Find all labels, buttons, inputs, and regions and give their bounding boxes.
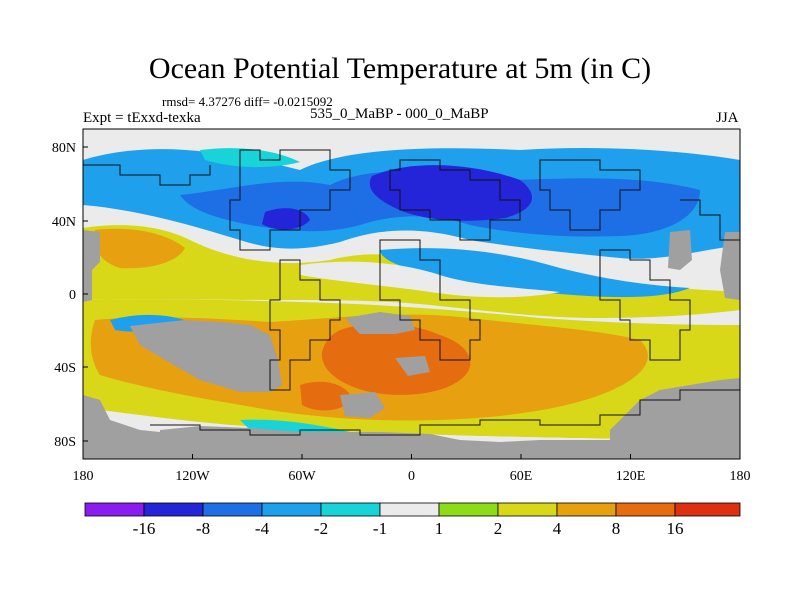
anomaly-region-minus-8-spot <box>262 208 310 230</box>
y-tick-label-3: 0 <box>69 288 76 303</box>
coastline-north-arc <box>83 164 211 186</box>
axis-tick-marks <box>82 146 741 459</box>
anomaly-region-plus-4-westpac <box>94 228 185 269</box>
colorbar-box-9 <box>556 502 617 517</box>
season-label: JJA <box>716 110 739 126</box>
colorbar-label-5: -1 <box>373 519 387 538</box>
colorbar-label-4: -2 <box>314 519 328 538</box>
period-label: 535_0_MaBP - 000_0_MaBP <box>310 106 489 122</box>
anomaly-region-minus-1-arctic <box>200 148 300 168</box>
colorbar-label-1: -16 <box>133 519 156 538</box>
coastline-gondwana-central <box>379 239 481 361</box>
colorbar-label-9: 8 <box>612 519 621 538</box>
colorbar-box-1 <box>84 502 145 517</box>
x-tick-label-6: 120E <box>616 469 646 484</box>
coastline-laurentia <box>229 149 351 251</box>
anomaly-region-neutral-arctic <box>83 129 740 160</box>
coastline-gondwana-east <box>599 249 691 361</box>
x-tick-label-3: 60W <box>288 469 316 484</box>
land-west-coast <box>83 230 100 302</box>
colorbar-label-7: 2 <box>494 519 503 538</box>
colorbar-label-8: 4 <box>553 519 562 538</box>
colorbar-box-6 <box>379 502 440 517</box>
x-tick-label-7: 180 <box>730 469 751 484</box>
colorbar-label-3: -4 <box>255 519 270 538</box>
colorbar-label-2: -8 <box>196 519 210 538</box>
colorbar-box-2 <box>143 502 204 517</box>
colorbar-box-8 <box>497 502 558 517</box>
stats-line: rmsd= 4.37276 diff= -0.0215092 <box>162 94 333 109</box>
coastlines <box>83 149 740 436</box>
colorbar-box-11 <box>674 502 741 517</box>
y-tick-label-2: 40N <box>52 215 76 230</box>
x-tick-label-1: 180 <box>73 469 94 484</box>
anomaly-region-plus-8-spot <box>300 381 352 411</box>
land-south-west <box>83 395 160 459</box>
colorbar: -16 -8 -4 -2 -1 1 2 4 8 16 <box>84 502 741 538</box>
colorbar-box-4 <box>261 502 322 517</box>
colorbar-box-7 <box>438 502 499 517</box>
land-central-block-2 <box>340 392 385 418</box>
land-antarctica <box>160 378 740 459</box>
coastline-siberia <box>389 159 521 241</box>
coastline-baltica <box>539 159 641 231</box>
y-tick-label-5: 80S <box>54 435 76 450</box>
land-east-margin <box>668 230 692 270</box>
x-tick-label-5: 60E <box>510 469 533 484</box>
land-central-block-1 <box>345 312 415 334</box>
anomaly-region-neutral-equator <box>300 261 560 298</box>
land-east-block <box>395 356 430 376</box>
anomaly-region-minus-8-north <box>369 165 532 221</box>
plot-title: Ocean Potential Temperature at 5m (in C) <box>148 52 652 85</box>
coastline-gondwana-west <box>269 259 341 391</box>
map-field <box>83 129 740 459</box>
land-east-margin-2 <box>720 232 740 300</box>
land-south-america <box>130 320 282 392</box>
y-tick-label-1: 80N <box>52 141 76 156</box>
y-tick-label-4: 40S <box>54 361 76 376</box>
coastline-east <box>680 199 740 241</box>
anomaly-region-minus-2-equator <box>380 248 690 298</box>
x-tick-label-4: 0 <box>408 469 415 484</box>
colorbar-box-10 <box>615 502 676 517</box>
colorbar-label-6: 1 <box>435 519 444 538</box>
land-masses <box>83 230 740 459</box>
colorbar-box-3 <box>202 502 263 517</box>
colorbar-box-5 <box>320 502 381 517</box>
coastline-south <box>150 389 740 436</box>
x-tick-label-2: 120W <box>175 469 210 484</box>
experiment-label: Expt = tExxd-texka <box>83 110 201 126</box>
colorbar-label-10: 16 <box>667 519 684 538</box>
